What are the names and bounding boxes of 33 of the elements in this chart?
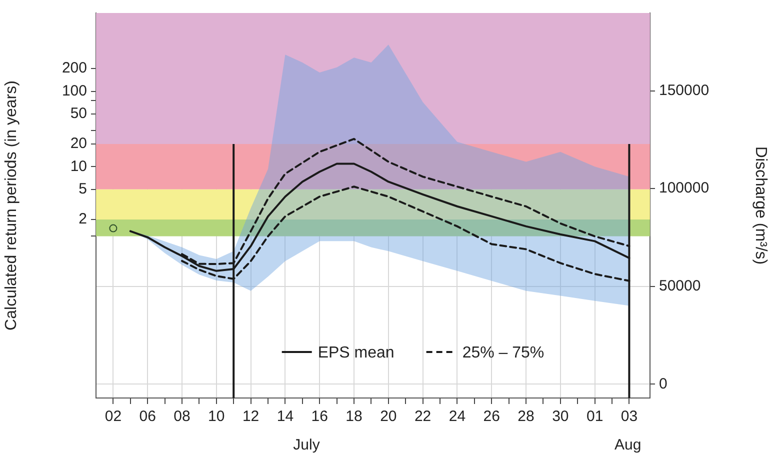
y2-axis-title: Discharge (m³/s) <box>752 146 769 265</box>
x-tick-label: 12 <box>242 408 260 426</box>
x-tick-label: 08 <box>174 408 190 426</box>
x-tick-label: 02 <box>104 408 122 426</box>
x-tick-label: 06 <box>139 408 156 426</box>
x-tick-label: 22 <box>414 408 432 426</box>
y-tick-label: 100 <box>62 82 87 100</box>
y-tick-label: 10 <box>70 158 87 175</box>
y-tick-label: 200 <box>62 60 87 77</box>
y-tick-label: 2 <box>78 210 87 228</box>
y-tick-label: 20 <box>70 135 87 152</box>
x-tick-label: 24 <box>448 408 466 426</box>
text: Aug <box>614 436 642 454</box>
x-tick-label: 30 <box>552 408 569 426</box>
x-tick-label: 10 <box>208 408 225 426</box>
x-tick-label: 14 <box>276 408 294 426</box>
x-tick-label: 01 <box>586 408 604 426</box>
y-tick-label: 50 <box>70 105 87 122</box>
y-tick-label: 5 <box>78 180 87 198</box>
legend-label: EPS mean <box>318 344 394 362</box>
text: July <box>293 436 320 454</box>
x-tick-label: 28 <box>518 408 534 426</box>
x-tick-label: 18 <box>346 408 362 426</box>
x-tick-label: 03 <box>620 408 638 426</box>
legend-label: 25% – 75% <box>462 344 544 362</box>
x-tick-label: 20 <box>380 408 397 426</box>
y2-tick-label: 50000 <box>659 277 701 294</box>
x-tick-label: 26 <box>483 408 500 426</box>
x-tick-label: 16 <box>311 408 328 426</box>
y2-tick-label: 150000 <box>659 82 710 99</box>
y2-tick-label: 0 <box>659 375 668 392</box>
y2-tick-label: 100000 <box>659 180 710 197</box>
y-axis-title: Calculated return periods (in years) <box>3 80 20 330</box>
